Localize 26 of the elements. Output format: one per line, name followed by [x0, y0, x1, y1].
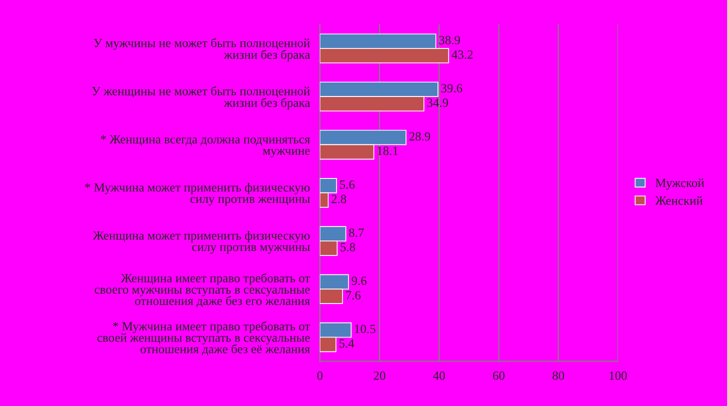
- data-label: 8.7: [349, 228, 364, 237]
- x-tick-label: 40: [433, 371, 445, 380]
- data-label: 5.4: [339, 339, 354, 348]
- y-tick-label: * Мужчина имеет право требовать от своей женщины вступать в сексуальные отношения даже без её желания: [97, 321, 310, 356]
- data-label: 43.2: [452, 50, 473, 59]
- x-tick-label: 0: [317, 371, 323, 380]
- x-tick-label: 80: [552, 371, 564, 380]
- data-label: 7.6: [346, 291, 361, 300]
- data-label: 28.9: [409, 132, 430, 141]
- legend-label: Мужской: [656, 178, 704, 190]
- data-label: 39.6: [441, 84, 462, 93]
- data-label: 10.5: [355, 324, 376, 334]
- data-label: 5.6: [340, 180, 355, 189]
- x-tick-label: 60: [493, 371, 504, 380]
- y-tick-label: Женщина имеет право требовать от своего мужчины вступать в сексуальные отношения даже без его желания: [94, 273, 310, 308]
- y-tick-label: У женщины не может быть полноценной жизни без брака: [92, 86, 310, 110]
- data-label: 5.8: [340, 242, 356, 252]
- y-tick-label: Женщина может применить физическую силу против мужчины: [92, 230, 310, 254]
- data-label: 2.8: [332, 194, 346, 204]
- y-tick-label: * Женщина всегда должна подчиняться мужчине: [100, 135, 310, 158]
- data-label: 9.6: [352, 276, 367, 286]
- x-tick-label: 20: [374, 371, 386, 380]
- legend-label: Женский: [655, 196, 703, 205]
- y-tick-label: У мужчины не может быть полноценной жизни без брака: [94, 38, 310, 62]
- x-tick-label: 100: [610, 371, 627, 380]
- y-tick-label: * Мужчина может применить физическую силу против женщины: [85, 182, 310, 206]
